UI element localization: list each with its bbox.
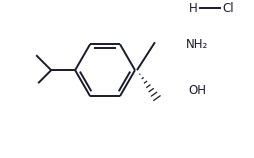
Text: H: H [188,2,197,15]
Text: NH₂: NH₂ [186,38,208,51]
Text: OH: OH [189,84,207,97]
Text: Cl: Cl [222,2,234,15]
